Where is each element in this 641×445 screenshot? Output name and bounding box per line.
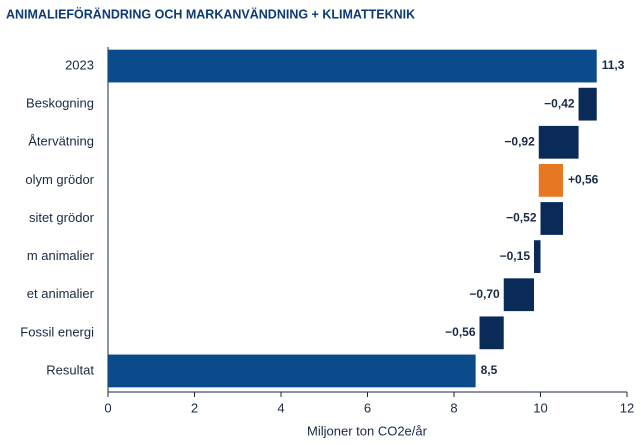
x-tick-label: 2 — [191, 400, 198, 415]
y-tick-label: Återvätning — [28, 134, 94, 149]
y-tick-label: olym grödor — [25, 172, 94, 187]
bar — [538, 125, 579, 159]
bar — [108, 354, 476, 388]
y-tick-label: Resultat — [46, 362, 94, 377]
y-tick-label: sitet grödor — [29, 210, 95, 225]
y-tick-label: Beskogning — [26, 96, 94, 111]
y-tick-label: m animalier — [27, 248, 95, 263]
value-label: 11,3 — [602, 58, 625, 72]
x-tick-label: 8 — [450, 400, 457, 415]
y-tick-label: et animalier — [27, 286, 95, 301]
value-label: +0,56 — [568, 173, 599, 187]
chart-title: ANIMALIEFÖRÄNDRING OCH MARKANVÄNDNING + … — [6, 6, 415, 21]
bar — [503, 278, 535, 312]
value-label: −0,56 — [445, 325, 476, 339]
bar — [108, 49, 597, 83]
bar — [540, 202, 563, 235]
value-label: −0,52 — [506, 211, 537, 225]
x-tick-label: 12 — [620, 400, 634, 415]
value-label: −0,92 — [504, 134, 535, 148]
y-tick-label: Fossil energi — [20, 324, 94, 339]
x-tick-label: 10 — [533, 400, 547, 415]
x-axis-label: Miljoner ton CO2e/år — [307, 423, 428, 438]
x-tick-label: 4 — [277, 400, 284, 415]
bar — [578, 87, 597, 121]
x-tick-label: 6 — [364, 400, 371, 415]
bar — [534, 240, 541, 273]
bar — [538, 164, 563, 197]
value-label: −0,15 — [500, 249, 531, 263]
value-label: −0,42 — [544, 96, 575, 110]
x-tick-label: 0 — [104, 400, 111, 415]
bar — [479, 316, 504, 350]
value-label: −0,70 — [469, 287, 500, 301]
value-label: 8,5 — [481, 363, 498, 377]
y-tick-label: 2023 — [65, 57, 94, 72]
